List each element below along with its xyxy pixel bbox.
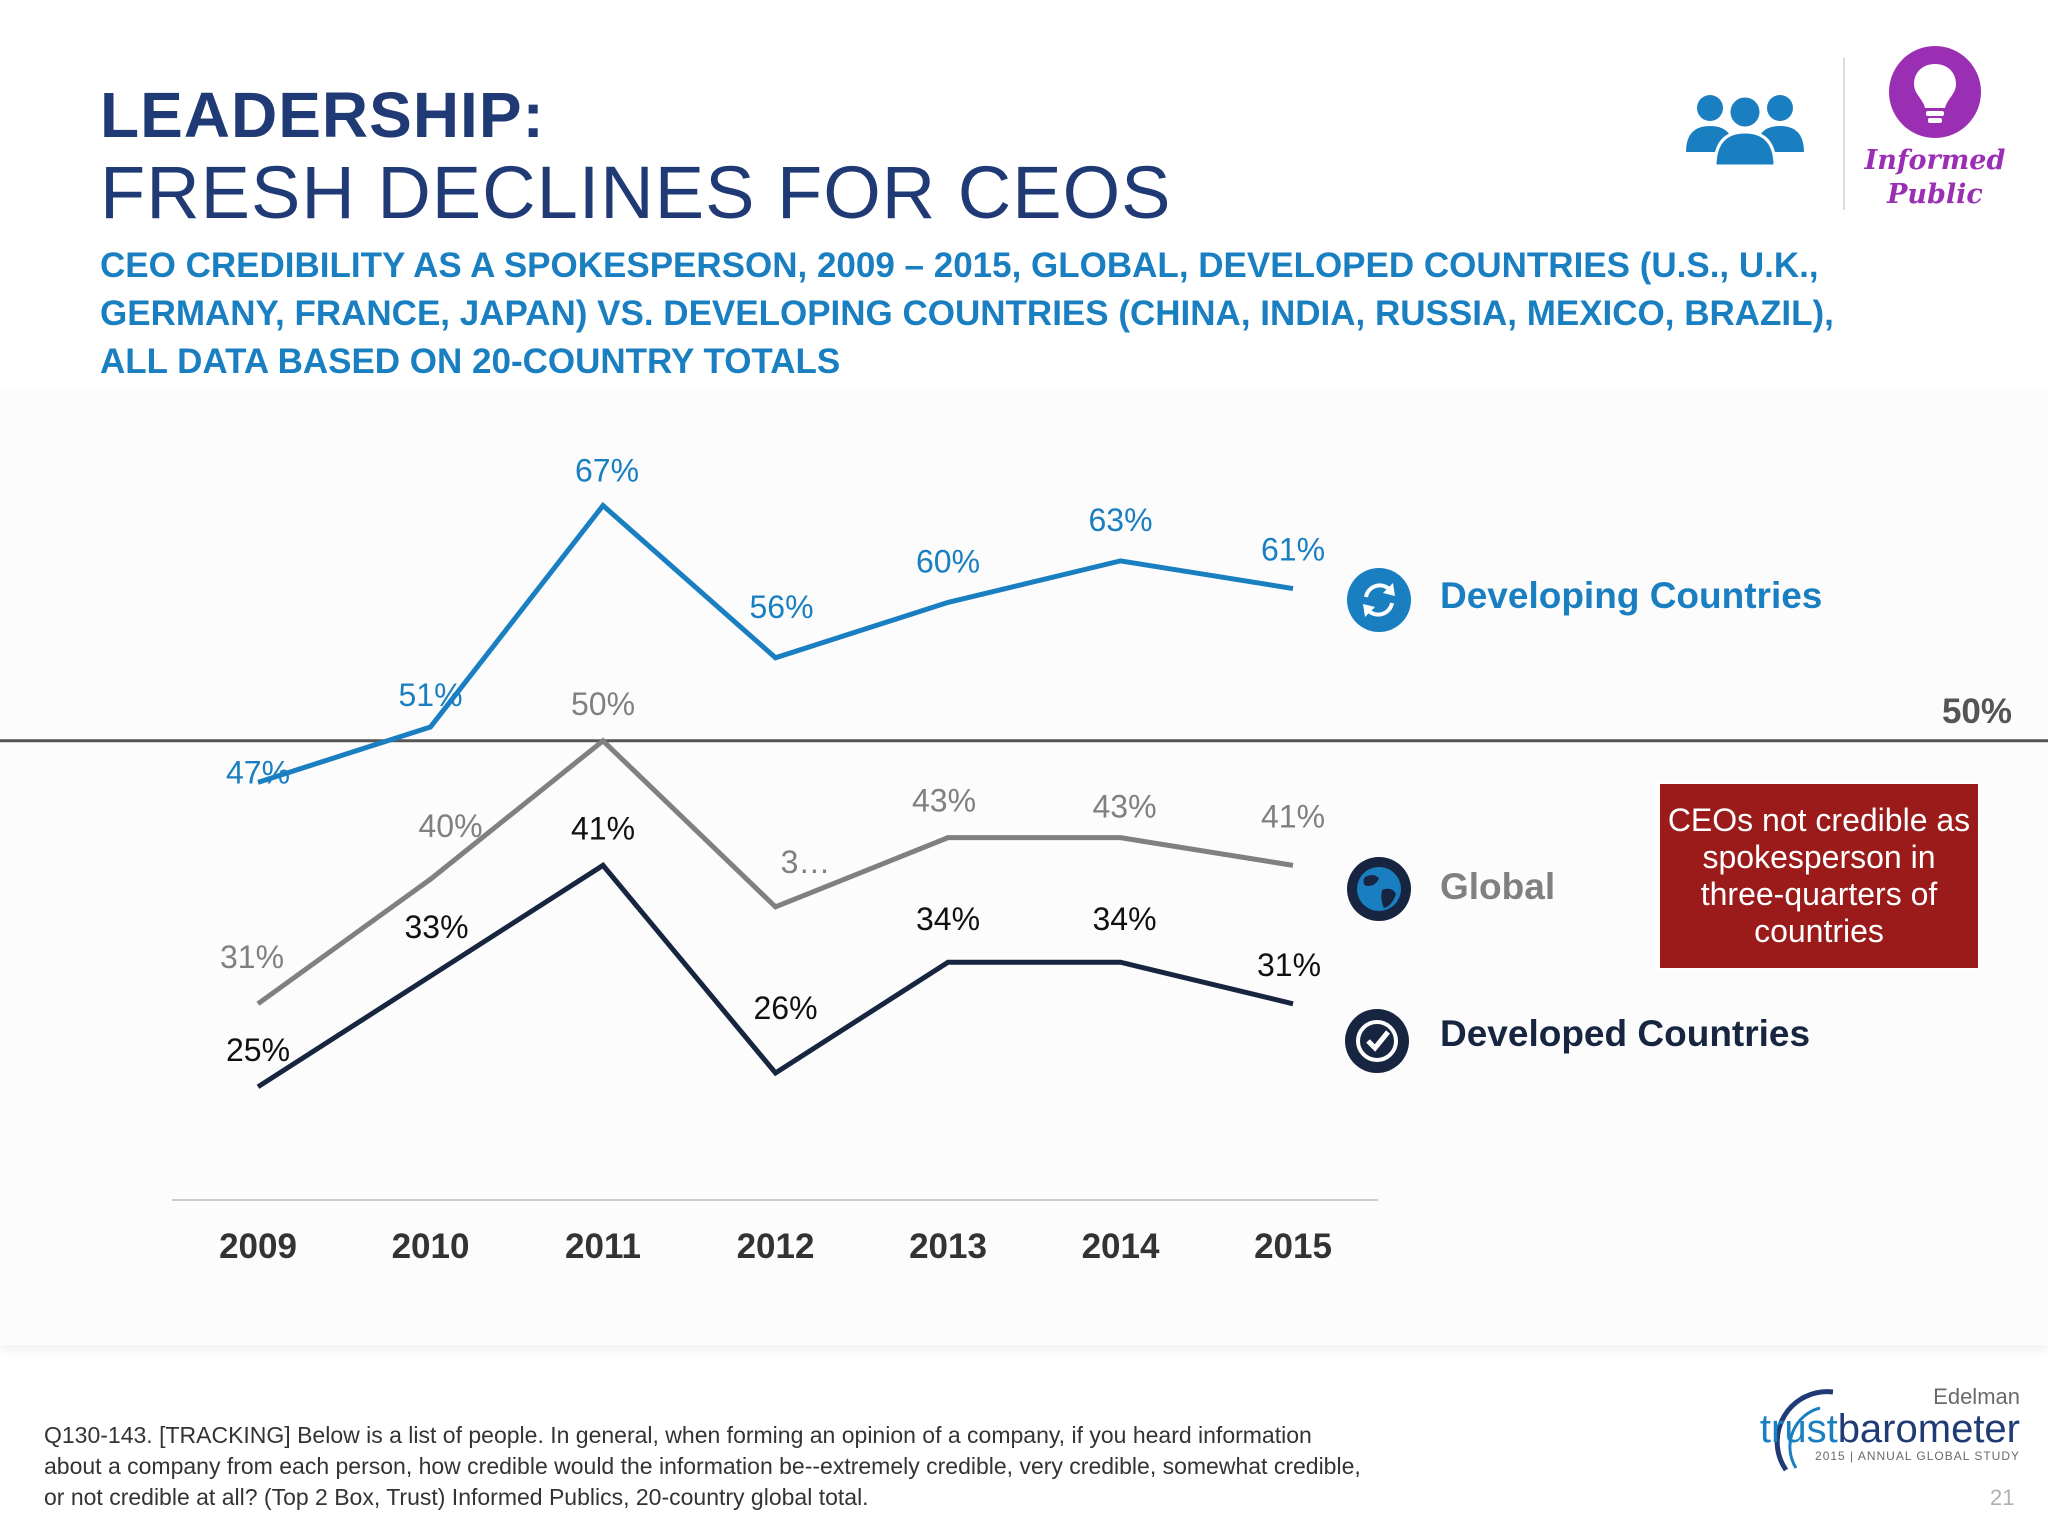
data-label-global-2013: 43% xyxy=(912,783,976,819)
reference-line-label: 50% xyxy=(1942,692,2012,731)
data-label-global-2009: 31% xyxy=(220,939,284,975)
x-tick-2011: 2011 xyxy=(565,1227,641,1266)
x-tick-2012: 2012 xyxy=(737,1227,815,1266)
globe-icon xyxy=(1347,857,1411,921)
x-tick-2009: 2009 xyxy=(219,1227,297,1266)
people-group-icon xyxy=(1686,94,1804,168)
data-label-developing-2009: 47% xyxy=(226,754,290,790)
data-label-developed-2015: 31% xyxy=(1257,947,1321,983)
title-line-2: FRESH DECLINES FOR CEOS xyxy=(100,151,1172,234)
data-label-developed-2012: 26% xyxy=(753,990,817,1026)
legend-developing: Developing Countries xyxy=(1440,575,1823,616)
x-tick-2014: 2014 xyxy=(1082,1227,1160,1266)
x-tick-2010: 2010 xyxy=(392,1227,470,1266)
data-label-developed-2009: 25% xyxy=(226,1032,290,1068)
data-label-developing-2014: 63% xyxy=(1088,502,1152,538)
logo-word-bold: barometer xyxy=(1838,1407,2020,1451)
page-number: 21 xyxy=(1990,1485,2015,1510)
data-label-developing-2013: 60% xyxy=(916,543,980,579)
x-tick-2013: 2013 xyxy=(909,1227,987,1266)
logo-tagline: 2015 | ANNUAL GLOBAL STUDY xyxy=(1815,1449,2020,1463)
data-label-developed-2014: 34% xyxy=(1092,901,1156,937)
badge-line-1: Informed xyxy=(1864,145,2006,176)
legend-global: Global xyxy=(1440,866,1556,907)
data-label-developed-2010: 33% xyxy=(404,909,468,945)
data-label-global-2012: 3… xyxy=(781,844,831,880)
badge-line-2: Public xyxy=(1887,179,1983,210)
series-line-global xyxy=(256,737,1294,1006)
title-line-1: LEADERSHIP: xyxy=(100,79,545,151)
series-line-developing xyxy=(257,501,1294,785)
data-label-global-2014: 43% xyxy=(1092,789,1156,825)
data-label-global-2011: 50% xyxy=(571,686,635,722)
data-label-developed-2013: 34% xyxy=(916,901,980,937)
footnote: Q130-143. [TRACKING] Below is a list of … xyxy=(44,1422,1361,1510)
x-tick-labels: 2009 2010 2011 2012 2013 2014 2015 xyxy=(219,1227,1332,1266)
callout-box: CEOs not credible as spokesperson in thr… xyxy=(1658,782,1980,970)
callout-text: CEOs not credible as spokesperson in thr… xyxy=(1667,802,1971,949)
data-label-developing-2011: 67% xyxy=(575,453,639,489)
lightbulb-icon xyxy=(1889,46,1981,138)
legend-developed: Developed Countries xyxy=(1440,1013,1811,1054)
data-label-global-2015: 41% xyxy=(1261,798,1325,834)
data-labels: 47% 51% 67% 56% 60% 63% 61% 31% 40% 50% 3… 43% 43% 41… xyxy=(220,453,1325,1068)
data-label-developing-2012: 56% xyxy=(749,589,813,625)
header-divider xyxy=(1843,58,1845,210)
chart-subtitle: CEO CREDIBILITY AS A SPOKESPERSON, 2009 … xyxy=(100,246,1834,381)
refresh-circle-icon xyxy=(1347,568,1411,632)
logo-brand: Edelman xyxy=(1933,1384,2020,1409)
informed-public-badge: Informed Public xyxy=(1855,144,2015,212)
data-label-developed-2011: 41% xyxy=(571,810,635,846)
series-lines xyxy=(256,501,1294,1089)
x-tick-2015: 2015 xyxy=(1254,1227,1332,1266)
data-label-developing-2015: 61% xyxy=(1261,532,1325,568)
check-circle-icon xyxy=(1345,1009,1409,1073)
logo-word-light: trust xyxy=(1760,1407,1838,1451)
data-label-global-2010: 40% xyxy=(418,808,482,844)
series-line-developed xyxy=(256,862,1294,1089)
data-label-developing-2010: 51% xyxy=(398,677,462,713)
line-chart: 50% 2009 2010 2011 2012 2013 2014 2015 47% 51% 6… xyxy=(0,453,2048,1266)
trustbarometer-logo: Edelman trustbarometer 2015 | ANNUAL GLO… xyxy=(1760,1384,2020,1472)
logo-wordmark: trustbarometer xyxy=(1760,1407,2020,1451)
